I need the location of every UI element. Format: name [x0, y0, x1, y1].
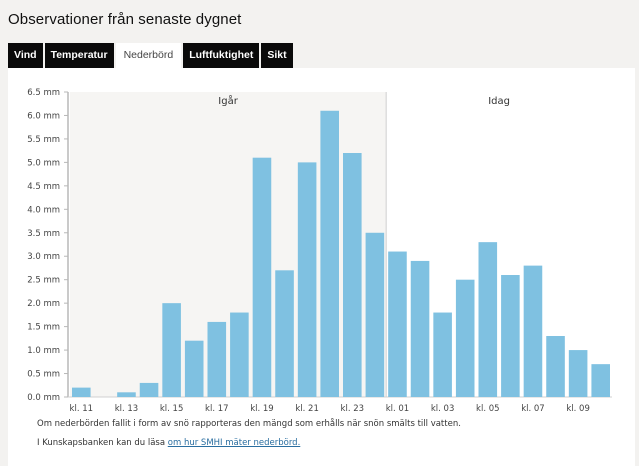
x-tick-label: kl. 11: [70, 404, 94, 414]
y-tick-label: 5.0 mm: [27, 158, 60, 168]
tab-temperatur[interactable]: Temperatur: [44, 43, 114, 68]
x-tick-label: kl. 15: [160, 404, 184, 414]
y-tick-label: 0.0 mm: [27, 393, 60, 403]
snow-note: Om nederbörden fallit i form av snö rapp…: [37, 419, 461, 429]
y-tick-label: 4.0 mm: [27, 205, 60, 215]
bar-06: [501, 275, 520, 397]
bar-01: [388, 251, 407, 397]
y-tick-label: 6.0 mm: [27, 111, 60, 121]
bar-14: [139, 382, 159, 397]
bar-11: [72, 387, 91, 397]
y-tick-label: 0.5 mm: [27, 370, 60, 380]
bar-21: [297, 162, 317, 397]
y-tick-label: 1.0 mm: [27, 346, 60, 356]
bar-16: [184, 340, 204, 397]
bar-15: [162, 303, 181, 397]
x-tick-label: kl. 19: [250, 404, 274, 414]
bar-17: [207, 321, 227, 397]
bar-19: [252, 157, 272, 397]
kb-note: I Kunskapsbanken kan du läsa om hur SMHI…: [37, 438, 300, 448]
y-tick-label: 4.5 mm: [27, 182, 60, 192]
y-tick-label: 3.0 mm: [27, 252, 60, 262]
bar-09: [568, 350, 588, 397]
bar-20: [275, 270, 294, 397]
chart-panel: Igår Idag 0.0 mm 0.5 mm 1.0 mm 1.5 mm 2.0 mm 2.…: [8, 68, 635, 466]
page-title: Observationer från senaste dygnet: [8, 11, 242, 28]
y-tick-label: 1.5 mm: [27, 323, 60, 333]
x-tick-label: kl. 01: [386, 404, 410, 414]
tab-sikt[interactable]: Sikt: [261, 43, 293, 68]
bar-13: [117, 392, 136, 397]
kb-link[interactable]: om hur SMHI mäter nederbörd.: [167, 438, 301, 448]
tab-vind[interactable]: Vind: [8, 43, 43, 68]
x-tick-label: kl. 21: [295, 404, 319, 414]
band-label-0: Igår: [218, 94, 238, 107]
kb-note-prefix: I Kunskapsbanken kan du läsa: [37, 438, 168, 448]
bar-00: [365, 232, 385, 397]
tab-nederbord[interactable]: Nederbörd: [115, 43, 182, 68]
tab-bar: Vind Temperatur Nederbörd Luftfuktighet …: [8, 43, 293, 68]
bar-04: [455, 279, 475, 397]
bar-23: [343, 153, 362, 397]
x-tick-label: kl. 09: [566, 404, 590, 414]
band-label-1: Idag: [488, 96, 510, 107]
bar-10: [591, 364, 610, 397]
y-tick-label: 2.5 mm: [27, 276, 60, 286]
bar-02: [410, 260, 430, 397]
x-tick-label: kl. 13: [115, 404, 139, 414]
y-tick-label: 5.5 mm: [27, 135, 60, 145]
bar-05: [478, 242, 498, 397]
x-tick-label: kl. 23: [341, 404, 365, 414]
precipitation-chart: Igår Idag 0.0 mm 0.5 mm 1.0 mm 1.5 mm 2.0 mm 2.…: [27, 88, 612, 414]
y-tick-label: 6.5 mm: [27, 88, 60, 98]
bar-08: [546, 336, 565, 397]
bar-03: [433, 312, 452, 397]
x-tick-label: kl. 03: [431, 404, 455, 414]
y-tick-label: 3.5 mm: [27, 229, 60, 239]
tab-luftfuktighet[interactable]: Luftfuktighet: [183, 43, 260, 68]
bar-18: [230, 312, 249, 397]
y-tick-label: 2.0 mm: [27, 299, 60, 309]
bar-07: [523, 265, 543, 397]
x-tick-label: kl. 05: [476, 404, 500, 414]
x-tick-label: kl. 07: [521, 404, 545, 414]
x-tick-label: kl. 17: [205, 404, 229, 414]
bar-22: [320, 110, 339, 397]
